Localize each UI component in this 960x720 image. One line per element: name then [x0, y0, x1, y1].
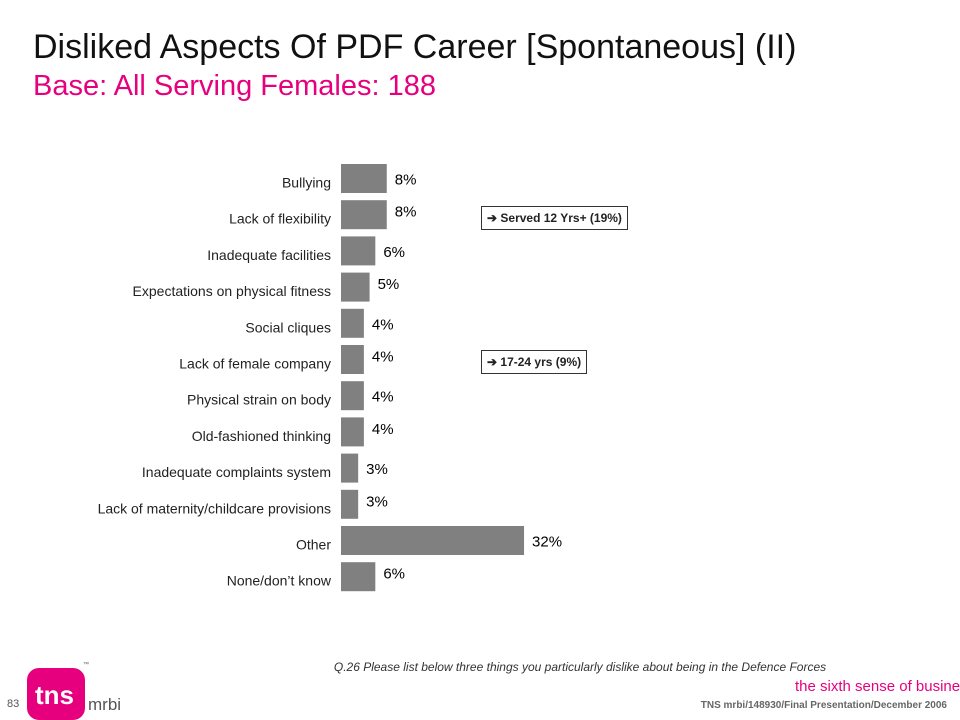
category-label: Lack of flexibility	[229, 211, 331, 227]
data-label: 4%	[372, 389, 394, 406]
data-label: 4%	[372, 421, 394, 438]
data-label: 8%	[395, 204, 417, 221]
logo-text-sub: mrbi	[88, 695, 121, 714]
survey-question: Q.26 Please list below three things you …	[333, 660, 827, 674]
page-number: 83	[7, 698, 20, 710]
callout-17-24-yrs: ➔ 17-24 yrs (9%)	[481, 350, 588, 374]
bar	[341, 308, 364, 338]
bar	[341, 164, 387, 193]
data-label: 3%	[366, 493, 388, 510]
category-label: Inadequate complaints system	[142, 464, 331, 480]
bar	[341, 489, 359, 519]
data-label: 6%	[383, 244, 405, 261]
category-label: Bullying	[282, 175, 331, 191]
bar	[341, 562, 376, 592]
bar	[341, 453, 359, 483]
category-label: Inadequate facilities	[207, 247, 331, 263]
category-label: Expectations on physical fitness	[133, 283, 331, 299]
data-label: 5%	[378, 276, 400, 293]
bar	[341, 200, 387, 230]
tagline: the sixth sense of business™	[795, 678, 960, 695]
arrow-right-icon: ➔	[487, 355, 501, 369]
data-label: 4%	[372, 316, 394, 333]
category-label: None/don’t know	[227, 573, 332, 589]
category-label: Other	[296, 537, 331, 553]
category-label: Lack of female company	[179, 356, 331, 372]
slide-subtitle: Base: All Serving Females: 188	[33, 70, 436, 102]
logo-text-main: tns	[35, 680, 74, 710]
bar	[341, 272, 370, 302]
data-label: 32%	[532, 534, 562, 551]
arrow-right-icon: ➔	[487, 211, 501, 225]
data-label: 4%	[372, 349, 394, 366]
bar	[341, 417, 364, 447]
data-label: 3%	[366, 461, 388, 478]
category-label: Old-fashioned thinking	[192, 428, 331, 444]
bar	[341, 526, 525, 555]
bar	[341, 236, 376, 266]
data-label: 8%	[395, 172, 417, 189]
category-label: Physical strain on body	[187, 392, 331, 408]
category-label: Lack of maternity/childcare provisions	[98, 500, 331, 516]
data-label: 6%	[383, 566, 405, 583]
slide-title: Disliked Aspects Of PDF Career [Spontane…	[33, 28, 797, 66]
category-label: Social cliques	[245, 319, 331, 335]
callout-served-12-yrs: ➔ Served 12 Yrs+ (19%)	[481, 206, 628, 230]
bar	[341, 345, 364, 374]
source-reference: TNS mrbi/148930/Final Presentation/Decem…	[700, 700, 947, 711]
logo-tm: ™	[83, 661, 89, 668]
bar	[341, 381, 364, 411]
tns-mrbi-logo: tns mrbi ™	[27, 661, 121, 720]
